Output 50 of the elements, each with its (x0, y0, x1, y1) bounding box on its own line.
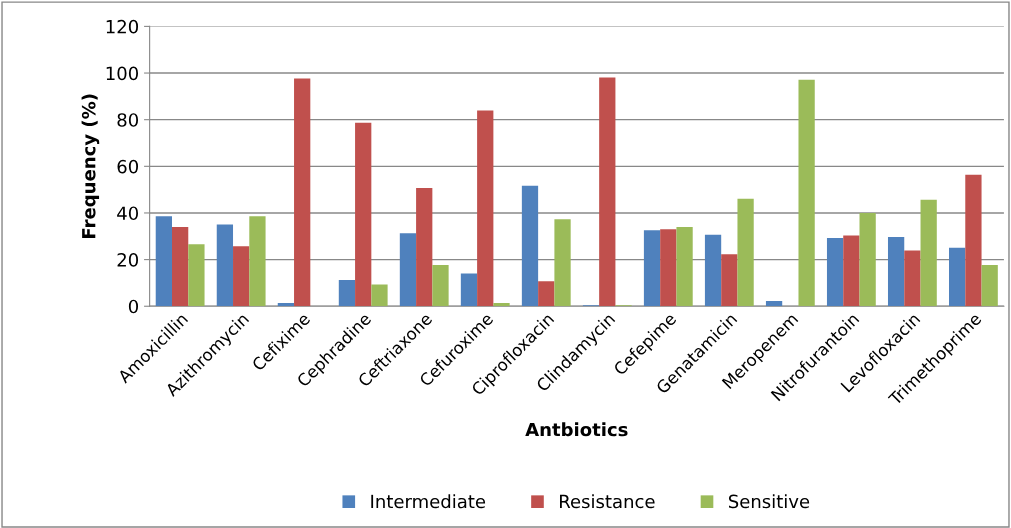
bar (904, 250, 921, 307)
bar (643, 230, 661, 307)
bar (826, 237, 844, 307)
bar (233, 246, 250, 307)
bar (599, 77, 616, 307)
bar (949, 247, 966, 307)
bar (155, 216, 172, 307)
bar (493, 302, 510, 307)
y-tick-label: 120 (106, 19, 139, 34)
bar (188, 244, 205, 307)
legend-label: Sensitive (728, 494, 810, 509)
bar (355, 122, 372, 307)
bar (704, 234, 722, 307)
bar (765, 300, 783, 307)
bar (981, 264, 998, 307)
bar (416, 188, 433, 307)
y-tick-label: 20 (117, 253, 139, 267)
bar (798, 79, 815, 307)
y-tick-label: 0 (128, 299, 139, 314)
bar (216, 224, 234, 307)
y-tick-label: 60 (117, 159, 139, 174)
bar (721, 254, 738, 307)
y-tick-label: 80 (117, 113, 139, 127)
bar (371, 284, 388, 307)
bar (477, 110, 494, 307)
y-tick-label: 40 (117, 206, 139, 221)
bar (554, 219, 571, 307)
bar (676, 226, 693, 307)
bar (660, 229, 677, 307)
bar (338, 279, 356, 307)
bar (460, 273, 478, 307)
bar (399, 233, 417, 307)
bar (538, 281, 555, 307)
legend-label: Resistance (560, 494, 655, 509)
bar (920, 199, 937, 307)
bar (859, 212, 876, 307)
bar (843, 235, 860, 307)
x-axis-title: Antbiotics (525, 422, 628, 437)
bar (249, 216, 266, 307)
bar (887, 236, 905, 307)
bar (521, 185, 539, 307)
legend-label: Intermediate (371, 494, 486, 509)
bar (172, 226, 189, 307)
bar (294, 78, 311, 307)
bar (277, 302, 295, 307)
bar (432, 264, 449, 307)
bar (737, 198, 754, 307)
y-tick-label: 100 (106, 66, 139, 81)
y-axis-title: Frequency (%) (81, 94, 100, 238)
bar (965, 174, 982, 307)
